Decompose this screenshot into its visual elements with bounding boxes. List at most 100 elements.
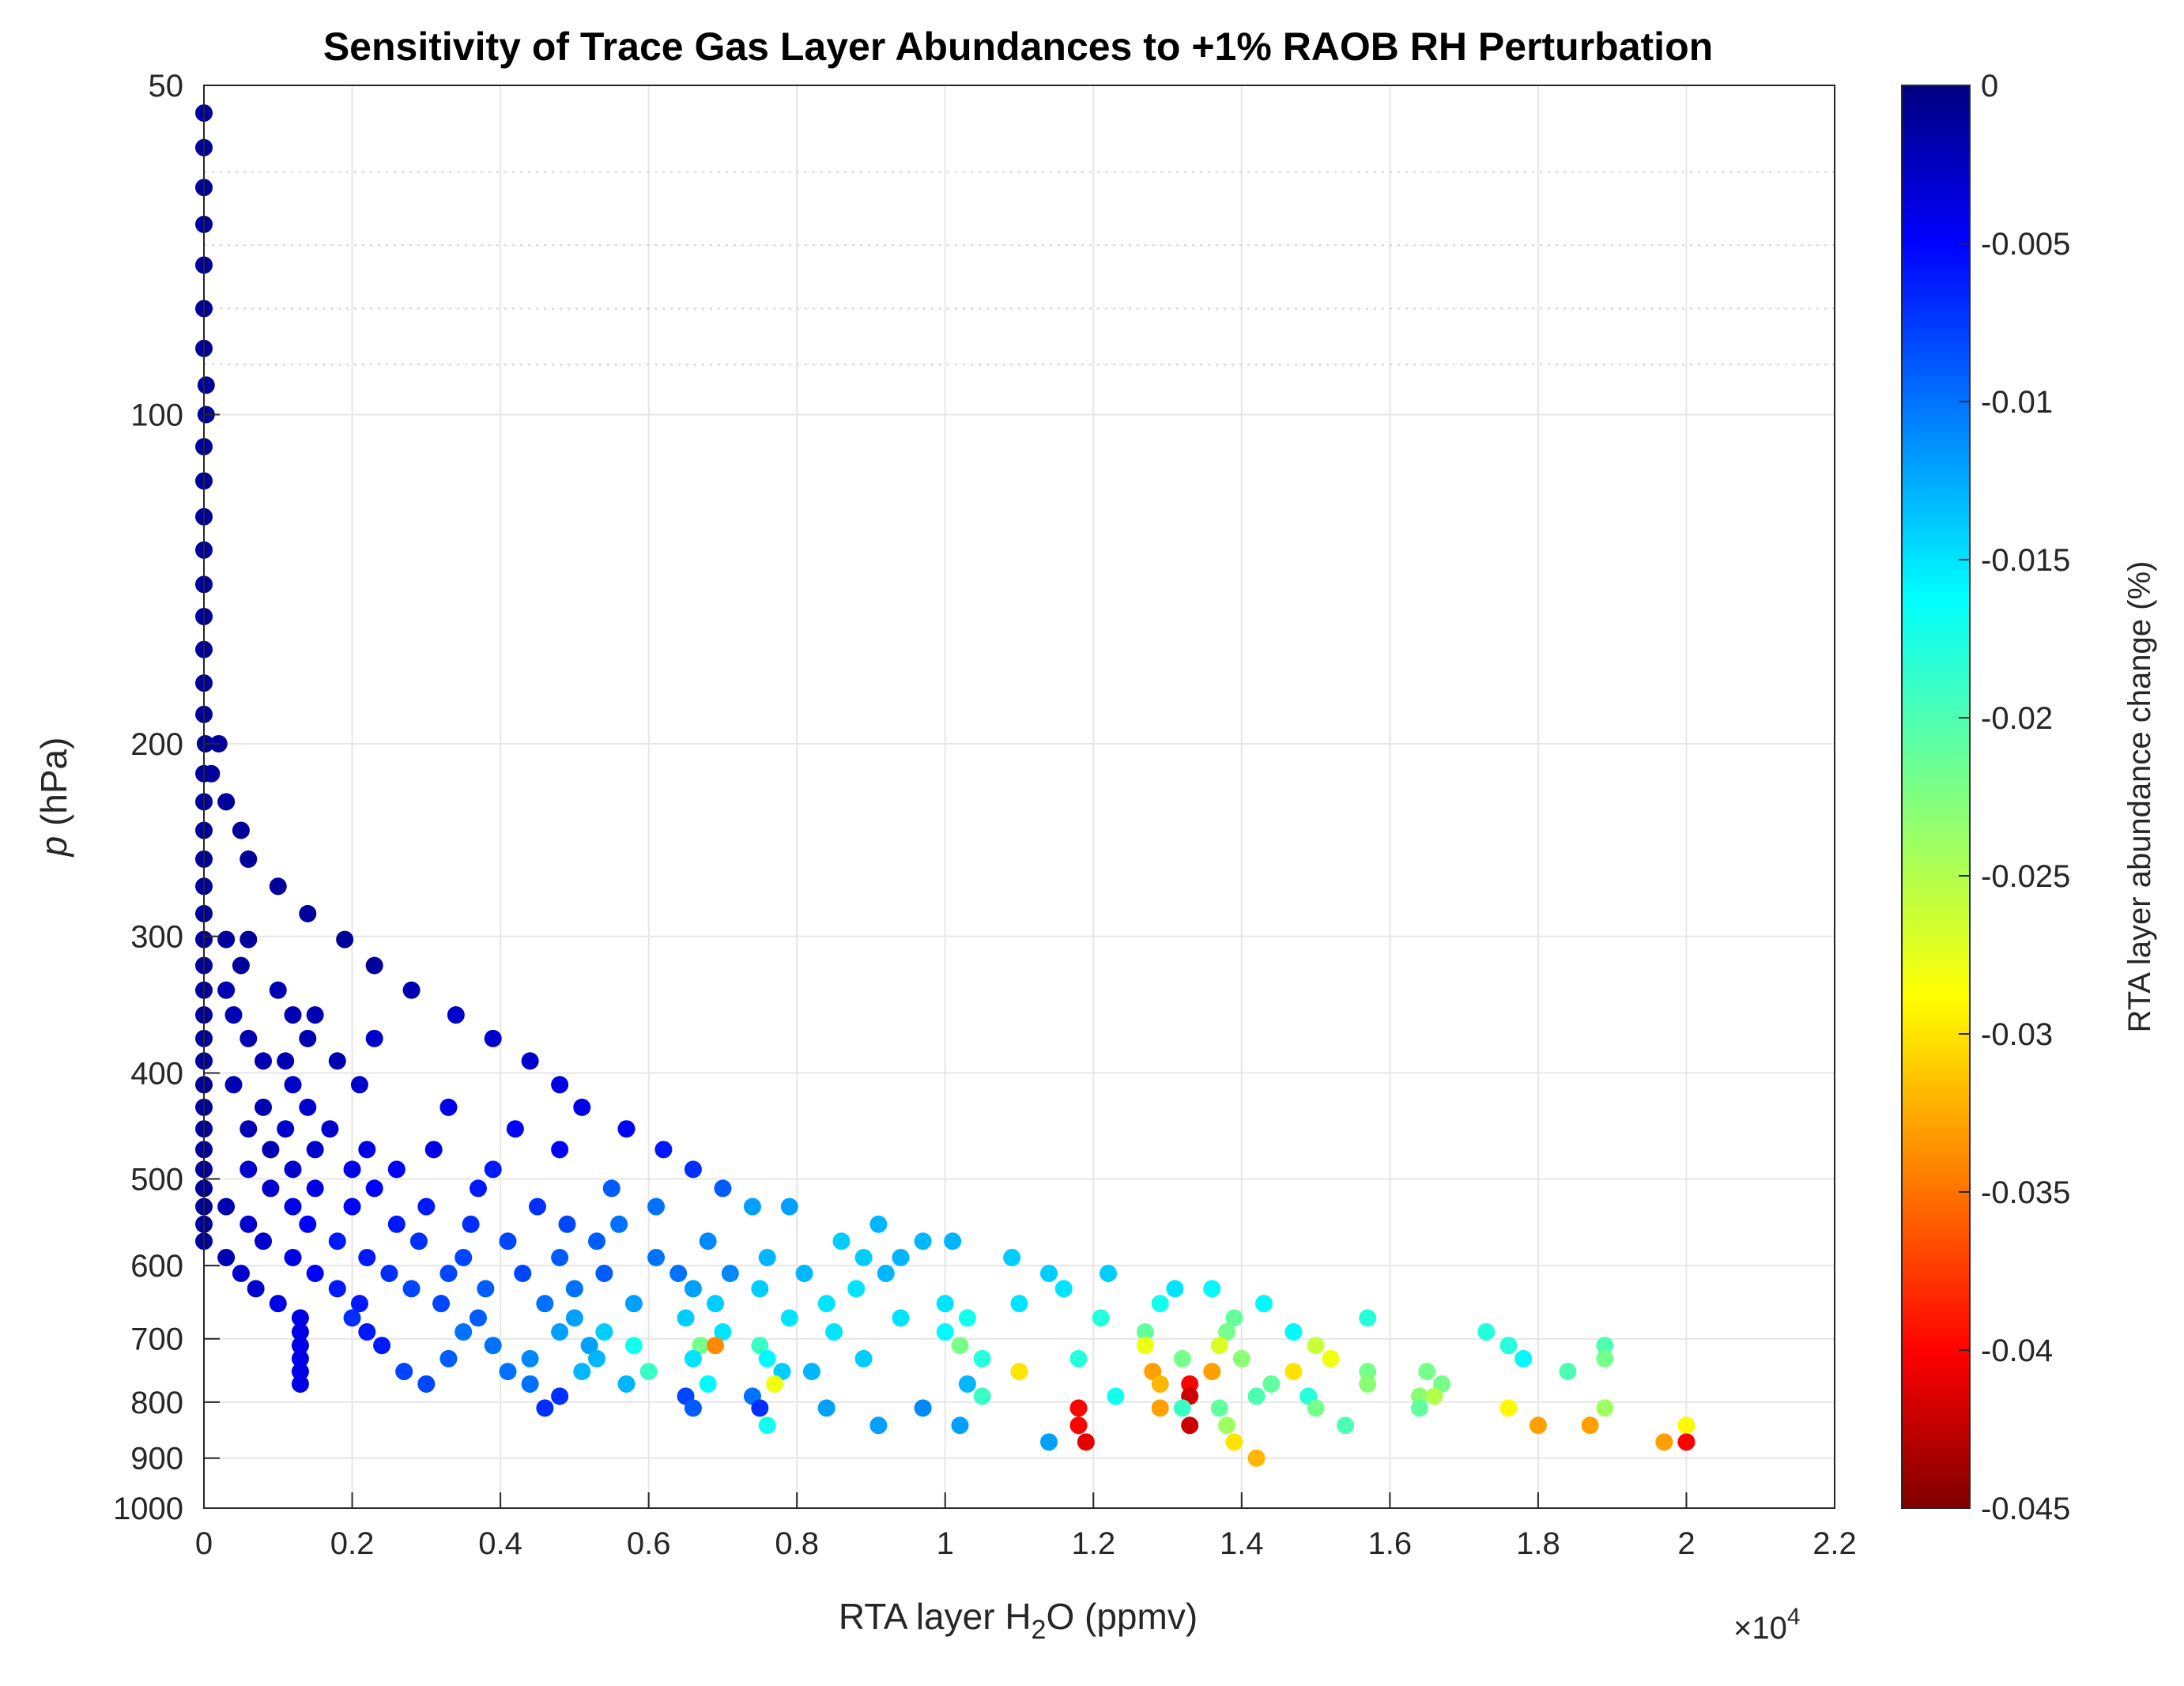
data-point xyxy=(1337,1416,1355,1435)
data-point xyxy=(521,1375,539,1393)
data-point xyxy=(684,1160,702,1179)
data-point xyxy=(240,850,258,868)
data-point xyxy=(692,1337,710,1355)
data-point xyxy=(1262,1375,1281,1393)
data-point xyxy=(462,1215,480,1233)
data-point xyxy=(654,1141,673,1159)
data-point xyxy=(536,1399,554,1417)
data-point xyxy=(780,1309,798,1327)
data-point xyxy=(1596,1337,1614,1355)
data-point xyxy=(580,1337,598,1355)
data-point xyxy=(1040,1433,1058,1451)
data-point xyxy=(551,1076,569,1094)
data-point xyxy=(1499,1337,1518,1355)
data-point xyxy=(1151,1399,1169,1417)
data-point xyxy=(914,1399,932,1417)
data-point xyxy=(284,1076,302,1094)
data-point xyxy=(1069,1416,1088,1435)
data-point xyxy=(610,1215,628,1233)
data-point xyxy=(262,1179,280,1198)
colorbar-tick-label: -0.01 xyxy=(1981,385,2053,420)
data-point xyxy=(766,1375,784,1393)
data-point xyxy=(1218,1323,1236,1341)
data-point xyxy=(936,1295,954,1313)
data-point xyxy=(277,1120,295,1138)
data-point xyxy=(825,1323,843,1341)
data-point xyxy=(944,1232,962,1250)
data-point xyxy=(751,1337,769,1355)
data-point xyxy=(1144,1363,1162,1381)
data-point xyxy=(284,1160,302,1179)
data-point xyxy=(328,1052,346,1070)
data-point xyxy=(802,1363,820,1381)
data-point xyxy=(817,1399,836,1417)
data-point xyxy=(299,1098,317,1116)
x-tick-label: 0.6 xyxy=(627,1526,671,1561)
x-tick-label: 1 xyxy=(937,1526,954,1561)
data-point xyxy=(1069,1349,1088,1367)
data-point xyxy=(1307,1399,1325,1417)
data-point xyxy=(439,1098,458,1116)
data-point xyxy=(1010,1295,1028,1313)
data-point xyxy=(291,1349,309,1367)
grid xyxy=(203,85,1835,1509)
colorbar-tick-label: -0.02 xyxy=(1981,701,2053,736)
data-point xyxy=(365,1029,383,1047)
data-point xyxy=(936,1323,954,1341)
y-axis: 50 100 200 300 400 500 600 700 800 900 1000 xyxy=(113,69,220,1526)
data-point xyxy=(1225,1433,1243,1451)
data-point xyxy=(514,1264,532,1282)
y-tick-label: 300 xyxy=(130,920,183,955)
data-point xyxy=(350,1295,368,1313)
data-point xyxy=(1322,1349,1340,1367)
data-point xyxy=(291,1375,309,1393)
data-point xyxy=(477,1280,495,1298)
data-point xyxy=(1203,1280,1221,1298)
data-point xyxy=(1173,1349,1191,1367)
x-multiplier: ×104 xyxy=(1733,1604,1801,1646)
data-point xyxy=(217,930,236,949)
data-point xyxy=(1581,1416,1599,1435)
data-point xyxy=(973,1349,991,1367)
x-tick-label: 2.2 xyxy=(1812,1526,1857,1561)
data-point xyxy=(306,1264,324,1282)
data-point xyxy=(358,1141,376,1159)
data-point xyxy=(469,1179,487,1198)
data-point xyxy=(269,877,287,896)
data-point xyxy=(1596,1399,1614,1417)
data-point xyxy=(306,1179,324,1198)
data-point xyxy=(284,1006,302,1024)
data-point xyxy=(699,1375,717,1393)
data-point xyxy=(1010,1363,1028,1381)
data-point xyxy=(447,1006,465,1024)
data-point xyxy=(1077,1433,1095,1451)
data-point xyxy=(647,1248,666,1266)
data-point xyxy=(299,904,317,922)
data-point xyxy=(1529,1416,1547,1435)
data-point xyxy=(484,1337,502,1355)
data-point xyxy=(409,1232,428,1250)
data-point xyxy=(714,1179,732,1198)
y-tick-label: 500 xyxy=(130,1163,183,1198)
data-point xyxy=(624,1295,643,1313)
data-point xyxy=(573,1363,591,1381)
y-tick-label: 600 xyxy=(130,1249,183,1284)
data-point xyxy=(1136,1337,1154,1355)
data-point xyxy=(240,1215,258,1233)
data-point xyxy=(291,1337,309,1355)
data-point xyxy=(232,956,250,975)
data-point xyxy=(565,1309,583,1327)
data-point xyxy=(247,1280,265,1298)
data-point xyxy=(892,1309,910,1327)
data-point xyxy=(551,1323,569,1341)
data-point xyxy=(484,1029,502,1047)
data-point xyxy=(269,1295,287,1313)
y-tick-label: 100 xyxy=(130,398,183,432)
data-point xyxy=(869,1416,888,1435)
data-point xyxy=(262,1141,280,1159)
data-point xyxy=(714,1323,732,1341)
data-point xyxy=(358,1323,376,1341)
data-point xyxy=(1069,1399,1088,1417)
colorbar-tick-label: 0 xyxy=(1981,69,1998,104)
data-point xyxy=(1218,1416,1236,1435)
